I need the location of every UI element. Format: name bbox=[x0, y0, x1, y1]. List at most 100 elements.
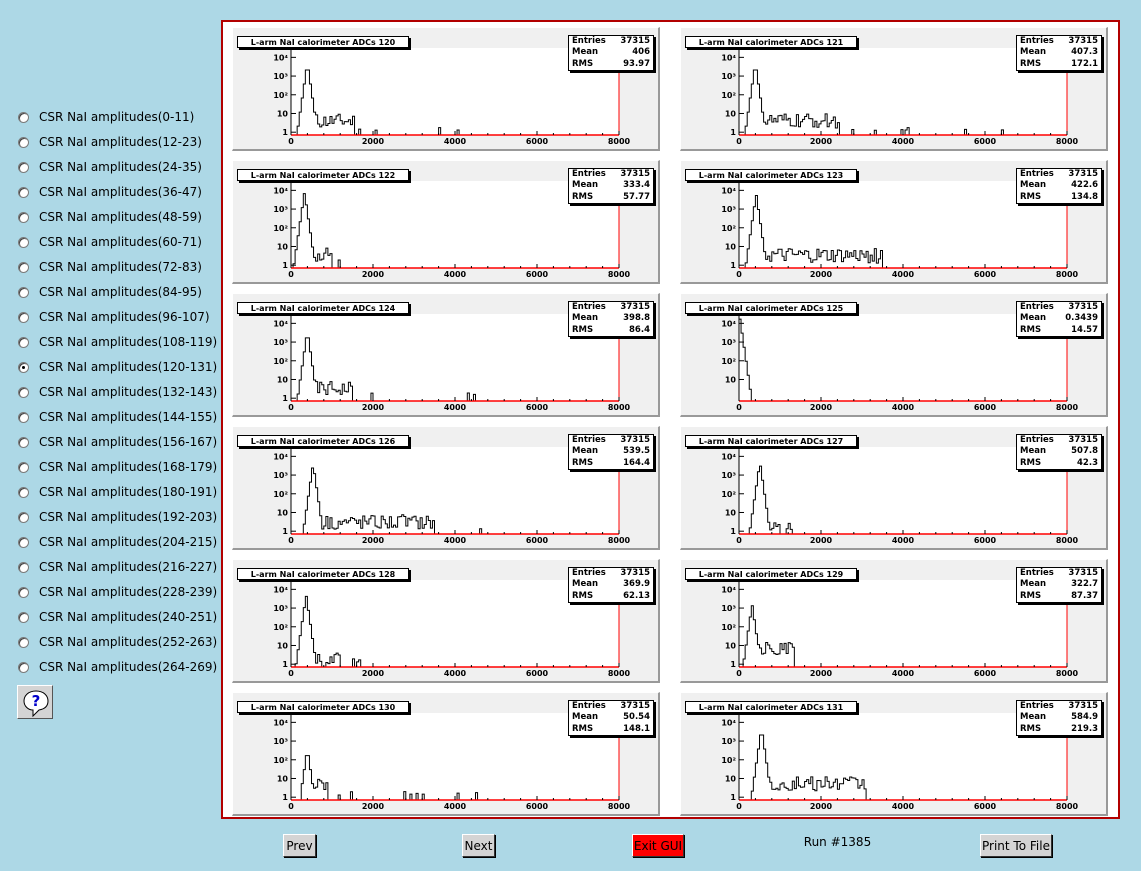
radio-button[interactable] bbox=[18, 561, 29, 573]
help-button[interactable]: ? bbox=[17, 685, 53, 719]
histogram-pad[interactable]: 0 2000 4000 6000 8000 1 10 10² 10³ 10⁴ L-arm NaI c… bbox=[232, 426, 660, 550]
radio-button[interactable] bbox=[18, 311, 29, 323]
histogram-pad[interactable]: 0 2000 4000 6000 8000 1 10 10² 10³ 10⁴ L-arm NaI c… bbox=[232, 692, 660, 816]
radio-button[interactable] bbox=[18, 611, 29, 623]
stats-value: 86.4 bbox=[629, 324, 650, 335]
radio-label: CSR NaI amplitudes(0-11) bbox=[39, 110, 195, 124]
radio-option[interactable]: CSR NaI amplitudes(168-179) bbox=[18, 457, 217, 477]
x-tick-label: 8000 bbox=[1056, 270, 1079, 279]
radio-button[interactable] bbox=[18, 211, 29, 223]
radio-button[interactable] bbox=[18, 636, 29, 648]
radio-button[interactable] bbox=[18, 436, 29, 448]
y-tick-label: 10 bbox=[277, 109, 289, 118]
histogram-plot: 0 2000 4000 6000 8000 10 10² 10³ 10⁴ bbox=[721, 314, 1079, 412]
y-tick-label: 10² bbox=[721, 91, 736, 100]
stats-value: 322.7 bbox=[1071, 579, 1098, 590]
radio-option[interactable]: CSR NaI amplitudes(60-71) bbox=[18, 232, 202, 252]
radio-option[interactable]: CSR NaI amplitudes(180-191) bbox=[18, 482, 217, 502]
histogram-pad[interactable]: 0 2000 4000 6000 8000 1 10 10² 10³ 10⁴ L-arm NaI c… bbox=[232, 293, 660, 417]
histogram-pad[interactable]: 0 2000 4000 6000 8000 1 10 10² 10³ 10⁴ L-arm NaI c… bbox=[232, 27, 660, 151]
y-tick-label: 1 bbox=[730, 128, 736, 137]
stats-row: RMS 93.97 bbox=[572, 59, 650, 70]
x-tick-label: 4000 bbox=[444, 270, 467, 279]
x-tick-label: 4000 bbox=[892, 137, 915, 146]
histogram-pad[interactable]: 0 2000 4000 6000 8000 1 10 10² 10³ 10⁴ L-arm NaI c… bbox=[680, 559, 1108, 683]
histogram-pad[interactable]: 0 2000 4000 6000 8000 1 10 10² 10³ 10⁴ L-arm NaI c… bbox=[680, 27, 1108, 151]
x-tick-label: 2000 bbox=[810, 403, 833, 412]
histogram-pad[interactable]: 0 2000 4000 6000 8000 1 10 10² 10³ 10⁴ L-arm NaI c… bbox=[232, 160, 660, 284]
radio-button[interactable] bbox=[18, 536, 29, 548]
radio-button[interactable] bbox=[18, 461, 29, 473]
radio-button[interactable] bbox=[18, 286, 29, 298]
stats-row: RMS 57.77 bbox=[572, 192, 650, 203]
radio-button[interactable] bbox=[18, 261, 29, 273]
radio-option[interactable]: CSR NaI amplitudes(108-119) bbox=[18, 332, 217, 352]
radio-option[interactable]: CSR NaI amplitudes(12-23) bbox=[18, 132, 202, 152]
stats-value: 37315 bbox=[1068, 568, 1098, 578]
radio-option[interactable]: CSR NaI amplitudes(204-215) bbox=[18, 532, 217, 552]
stats-box: Entries 37315 Mean 539.5 RMS 164.4 bbox=[568, 434, 654, 470]
y-tick-label: 1 bbox=[730, 527, 736, 536]
prev-button[interactable]: Prev bbox=[283, 834, 316, 857]
radio-option[interactable]: CSR NaI amplitudes(72-83) bbox=[18, 257, 202, 277]
histogram-pad[interactable]: 0 2000 4000 6000 8000 1 10 10² 10³ 10⁴ L-arm NaI c… bbox=[680, 160, 1108, 284]
radio-option[interactable]: CSR NaI amplitudes(216-227) bbox=[18, 557, 217, 577]
radio-button[interactable] bbox=[18, 136, 29, 148]
radio-button[interactable] bbox=[18, 111, 29, 123]
radio-option[interactable]: CSR NaI amplitudes(0-11) bbox=[18, 107, 194, 127]
exit-gui-button[interactable]: Exit GUI bbox=[632, 834, 684, 857]
radio-button[interactable] bbox=[18, 236, 29, 248]
radio-option[interactable]: CSR NaI amplitudes(48-59) bbox=[18, 207, 202, 227]
histogram-pad[interactable]: 0 2000 4000 6000 8000 10 10² 10³ 10⁴ L-arm NaI ca… bbox=[680, 293, 1108, 417]
radio-button[interactable] bbox=[18, 386, 29, 398]
y-tick-label: 10 bbox=[725, 774, 737, 783]
stats-label: Entries bbox=[1020, 435, 1054, 445]
x-tick-label: 6000 bbox=[526, 669, 549, 678]
print-to-file-button[interactable]: Print To File bbox=[980, 834, 1052, 857]
radio-option[interactable]: CSR NaI amplitudes(132-143) bbox=[18, 382, 217, 402]
plot-area bbox=[739, 314, 1067, 401]
stats-value: 50.54 bbox=[623, 712, 650, 723]
radio-button[interactable] bbox=[18, 361, 29, 373]
stats-row: Entries 37315 bbox=[1020, 701, 1098, 712]
radio-option[interactable]: CSR NaI amplitudes(264-269) bbox=[18, 657, 217, 677]
x-tick-label: 0 bbox=[736, 669, 742, 678]
radio-option[interactable]: CSR NaI amplitudes(192-203) bbox=[18, 507, 217, 527]
stats-value: 37315 bbox=[620, 435, 650, 445]
radio-option[interactable]: CSR NaI amplitudes(96-107) bbox=[18, 307, 210, 327]
radio-option[interactable]: CSR NaI amplitudes(240-251) bbox=[18, 607, 217, 627]
radio-button[interactable] bbox=[18, 186, 29, 198]
radio-option[interactable]: CSR NaI amplitudes(84-95) bbox=[18, 282, 202, 302]
radio-option[interactable]: CSR NaI amplitudes(36-47) bbox=[18, 182, 202, 202]
next-button[interactable]: Next bbox=[462, 834, 495, 857]
radio-button[interactable] bbox=[18, 511, 29, 523]
histogram-title: L-arm NaI calorimeter ADCs 125 bbox=[685, 302, 857, 314]
radio-option[interactable]: CSR NaI amplitudes(228-239) bbox=[18, 582, 217, 602]
radio-button[interactable] bbox=[18, 336, 29, 348]
histogram-pad[interactable]: 0 2000 4000 6000 8000 1 10 10² 10³ 10⁴ L-arm NaI c… bbox=[680, 426, 1108, 550]
y-tick-label: 1 bbox=[282, 128, 288, 137]
radio-label: CSR NaI amplitudes(240-251) bbox=[39, 610, 218, 624]
y-tick-label: 1 bbox=[730, 793, 736, 802]
radio-option[interactable]: CSR NaI amplitudes(120-131) bbox=[18, 357, 217, 377]
y-tick-label: 10² bbox=[721, 490, 736, 499]
radio-option[interactable]: CSR NaI amplitudes(24-35) bbox=[18, 157, 202, 177]
radio-option[interactable]: CSR NaI amplitudes(156-167) bbox=[18, 432, 217, 452]
x-tick-label: 0 bbox=[736, 536, 742, 545]
stats-value: 333.4 bbox=[623, 180, 650, 191]
x-tick-label: 0 bbox=[736, 270, 742, 279]
radio-button[interactable] bbox=[18, 486, 29, 498]
radio-button[interactable] bbox=[18, 661, 29, 673]
radio-option[interactable]: CSR NaI amplitudes(144-155) bbox=[18, 407, 217, 427]
y-tick-label: 10⁴ bbox=[273, 186, 288, 195]
stats-value: 42.3 bbox=[1077, 457, 1098, 468]
radio-option[interactable]: CSR NaI amplitudes(252-263) bbox=[18, 632, 217, 652]
x-tick-label: 2000 bbox=[810, 137, 833, 146]
x-tick-label: 4000 bbox=[444, 137, 467, 146]
x-tick-label: 4000 bbox=[892, 802, 915, 811]
radio-button[interactable] bbox=[18, 161, 29, 173]
histogram-pad[interactable]: 0 2000 4000 6000 8000 1 10 10² 10³ 10⁴ L-arm NaI c… bbox=[232, 559, 660, 683]
radio-button[interactable] bbox=[18, 586, 29, 598]
radio-button[interactable] bbox=[18, 411, 29, 423]
histogram-pad[interactable]: 0 2000 4000 6000 8000 1 10 10² 10³ 10⁴ L-arm NaI c… bbox=[680, 692, 1108, 816]
